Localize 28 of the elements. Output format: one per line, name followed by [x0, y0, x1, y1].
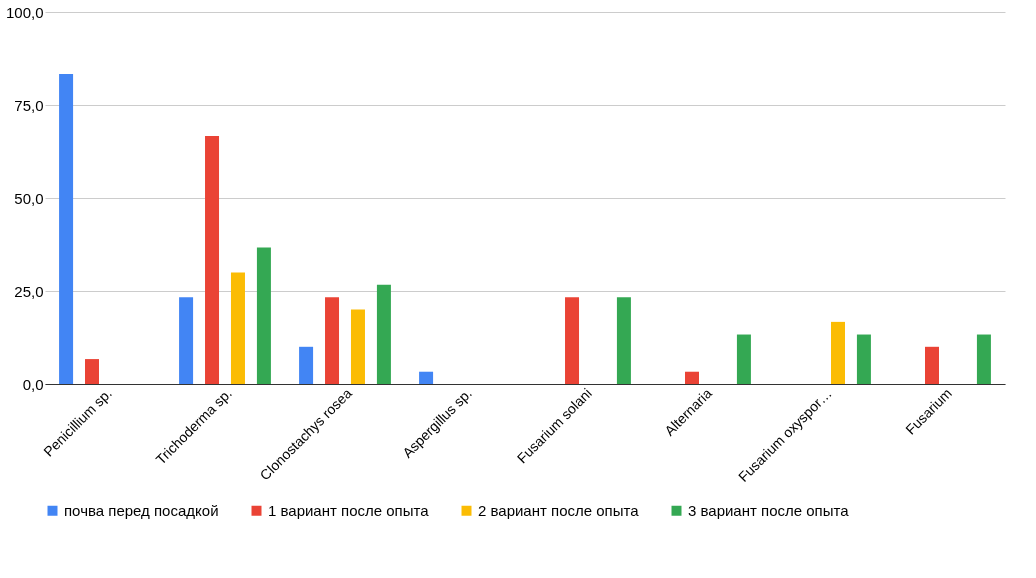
y-tick-label: 50,0	[14, 189, 44, 207]
bar	[230, 272, 245, 384]
bar	[925, 346, 940, 384]
bar	[685, 371, 700, 384]
bar	[59, 74, 74, 384]
bar	[85, 359, 100, 384]
bar	[256, 247, 271, 384]
bar	[830, 321, 845, 384]
y-tick-label: 25,0	[14, 282, 44, 300]
y-tick-label: 0,0	[22, 375, 44, 393]
bar	[205, 135, 220, 384]
bar	[325, 297, 340, 384]
legend-label: 2 вариант после опыта	[478, 501, 640, 519]
bar	[299, 346, 314, 384]
bar	[179, 297, 194, 384]
bar	[976, 334, 991, 384]
y-tick-label: 75,0	[14, 96, 44, 114]
legend-label: 1 вариант после опыта	[268, 501, 430, 519]
bar	[736, 334, 751, 384]
bar	[616, 297, 631, 384]
y-tick-label: 100,0	[5, 3, 44, 21]
bar	[856, 334, 871, 384]
legend-label: 3 вариант после опыта	[688, 501, 850, 519]
bar	[565, 297, 580, 384]
legend-label: почва перед посадкой	[64, 501, 219, 519]
bar	[376, 284, 391, 384]
bar	[350, 309, 365, 384]
bar	[419, 371, 434, 384]
